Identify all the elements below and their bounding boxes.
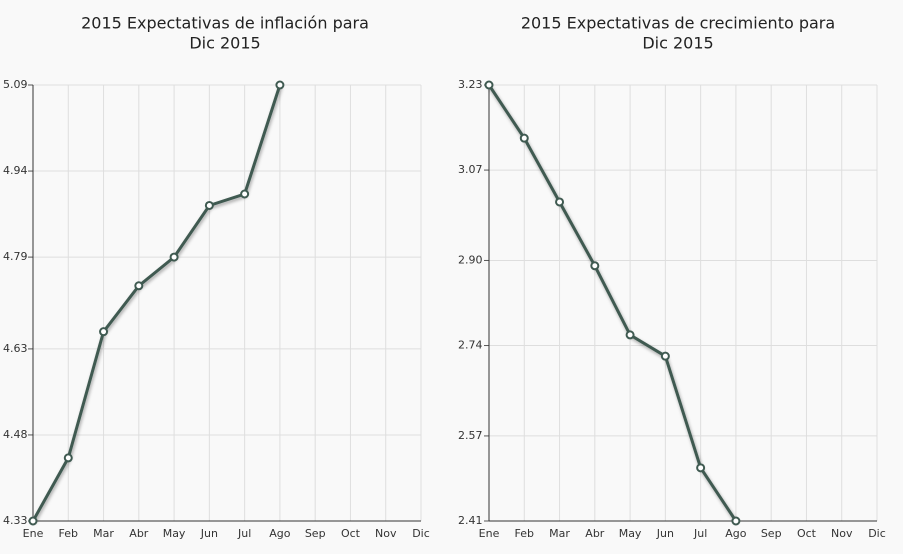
y-tick-label: 2.57	[458, 429, 483, 442]
data-point	[590, 261, 600, 271]
x-tick-label: Ene	[23, 527, 44, 540]
y-tick-label: 2.41	[458, 514, 483, 527]
data-point	[484, 80, 494, 90]
series-line	[487, 84, 738, 522]
data-point	[519, 133, 529, 143]
chart-title: 2015 Expectativas de inflación para	[81, 14, 369, 33]
x-tick-label: Feb	[515, 527, 534, 540]
x-tick-label: Jun	[200, 527, 218, 540]
y-tick-label: 2.90	[458, 253, 483, 266]
y-tick-label: 4.48	[3, 428, 28, 441]
x-tick-label: Mar	[93, 527, 114, 540]
x-tick-label: Oct	[341, 527, 361, 540]
chart-title: Dic 2015	[189, 34, 260, 53]
data-point	[63, 453, 73, 463]
x-tick-label: Sep	[305, 527, 326, 540]
x-tick-label: Mar	[549, 527, 570, 540]
y-tick-label: 3.07	[458, 163, 483, 176]
data-point	[625, 330, 635, 340]
x-tick-label: Nov	[831, 527, 853, 540]
x-tick-label: Feb	[59, 527, 78, 540]
x-tick-label: Jul	[237, 527, 251, 540]
series-line	[31, 84, 282, 522]
x-tick-label: May	[619, 527, 642, 540]
y-tick-label: 4.79	[3, 250, 28, 263]
chart-title: Dic 2015	[642, 34, 713, 53]
data-point	[28, 516, 38, 526]
data-point	[696, 463, 706, 473]
data-point	[660, 351, 670, 361]
y-tick-label: 4.94	[3, 164, 28, 177]
data-point	[731, 516, 741, 526]
data-point	[134, 281, 144, 291]
line-chart: 2015 Expectativas de crecimiento paraDic…	[458, 14, 886, 541]
x-tick-label: May	[163, 527, 186, 540]
data-point	[275, 80, 285, 90]
data-point	[240, 189, 250, 199]
x-tick-label: Abr	[585, 527, 605, 540]
x-tick-label: Jun	[656, 527, 674, 540]
x-tick-label: Ago	[269, 527, 291, 540]
x-tick-label: Ago	[725, 527, 747, 540]
x-tick-label: Dic	[868, 527, 886, 540]
y-tick-label: 4.63	[3, 342, 28, 355]
y-tick-label: 2.74	[458, 339, 483, 352]
data-point	[99, 327, 109, 337]
x-tick-label: Oct	[797, 527, 817, 540]
x-tick-label: Abr	[129, 527, 149, 540]
chart-title: 2015 Expectativas de crecimiento para	[521, 14, 835, 33]
data-point	[555, 197, 565, 207]
y-tick-label: 4.33	[3, 514, 28, 527]
x-tick-label: Jul	[693, 527, 707, 540]
data-point	[169, 252, 179, 262]
y-tick-label: 3.23	[458, 78, 483, 91]
x-tick-label: Nov	[375, 527, 397, 540]
x-tick-label: Dic	[412, 527, 430, 540]
data-point	[204, 200, 214, 210]
x-tick-label: Ene	[479, 527, 500, 540]
x-tick-label: Sep	[761, 527, 782, 540]
y-tick-label: 5.09	[3, 78, 28, 91]
